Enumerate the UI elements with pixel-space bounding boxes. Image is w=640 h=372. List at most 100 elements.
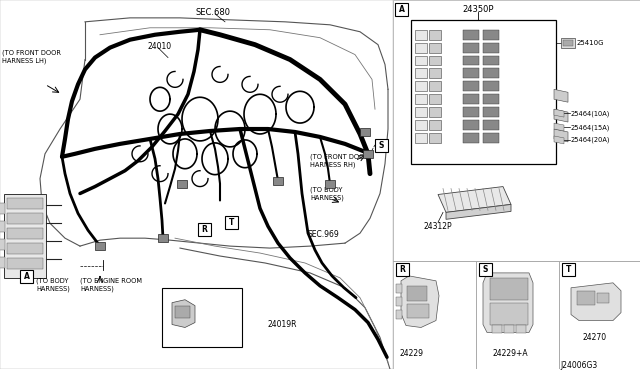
Bar xyxy=(7,228,43,239)
Polygon shape xyxy=(571,283,621,321)
Bar xyxy=(483,107,499,117)
Polygon shape xyxy=(554,136,564,144)
Bar xyxy=(20,270,33,283)
Text: A: A xyxy=(399,5,404,14)
Polygon shape xyxy=(554,89,568,102)
Polygon shape xyxy=(554,109,564,117)
Text: S: S xyxy=(379,141,384,150)
Bar xyxy=(415,30,427,40)
Polygon shape xyxy=(172,300,195,327)
Text: R: R xyxy=(399,265,405,274)
Text: 25410G: 25410G xyxy=(577,40,605,46)
Polygon shape xyxy=(483,273,533,333)
Bar xyxy=(415,68,427,78)
Polygon shape xyxy=(554,123,564,131)
Bar xyxy=(0,257,5,268)
Bar xyxy=(415,43,427,52)
Bar xyxy=(483,94,499,104)
Bar xyxy=(429,30,441,40)
Bar xyxy=(393,0,640,369)
Bar xyxy=(177,180,187,187)
Text: 25464(10A): 25464(10A) xyxy=(571,110,611,117)
Bar xyxy=(7,214,43,224)
Bar xyxy=(396,310,402,318)
Bar xyxy=(7,258,43,269)
Text: (TO BODY
HARNESS): (TO BODY HARNESS) xyxy=(310,187,344,201)
Bar xyxy=(415,120,427,130)
Bar xyxy=(563,40,573,46)
Bar xyxy=(490,278,528,300)
Text: 25464(15A): 25464(15A) xyxy=(571,124,611,131)
Bar xyxy=(429,55,441,65)
Bar xyxy=(463,107,479,117)
Bar xyxy=(158,234,168,242)
Polygon shape xyxy=(554,109,568,122)
Bar xyxy=(492,326,502,333)
Text: 24019R: 24019R xyxy=(268,320,298,328)
Bar xyxy=(375,139,388,152)
Text: 24010: 24010 xyxy=(148,42,172,51)
Bar xyxy=(561,38,575,48)
Bar xyxy=(0,239,5,250)
Bar xyxy=(325,180,335,187)
Bar xyxy=(407,286,427,301)
Polygon shape xyxy=(438,187,511,212)
Bar xyxy=(0,221,5,232)
Bar xyxy=(415,81,427,91)
Bar xyxy=(577,291,595,305)
Bar xyxy=(415,133,427,143)
Text: 24229+A: 24229+A xyxy=(492,349,528,358)
Bar xyxy=(516,326,526,333)
Text: FOR US,CA: FOR US,CA xyxy=(175,293,216,302)
Bar xyxy=(483,120,499,130)
Bar xyxy=(463,94,479,104)
Bar xyxy=(396,263,409,276)
Bar xyxy=(162,288,242,347)
Text: A: A xyxy=(24,272,29,281)
Polygon shape xyxy=(554,129,568,142)
Bar xyxy=(463,43,479,52)
Bar xyxy=(463,81,479,91)
Text: 24229: 24229 xyxy=(399,349,423,358)
Text: T: T xyxy=(566,265,571,274)
Bar xyxy=(395,3,408,16)
Text: (TO FRONT DOOR
HARNESS LH): (TO FRONT DOOR HARNESS LH) xyxy=(2,49,61,64)
Bar xyxy=(0,0,393,369)
Bar xyxy=(360,128,370,136)
Bar xyxy=(429,120,441,130)
Text: S: S xyxy=(483,265,488,274)
Bar xyxy=(415,107,427,117)
Bar xyxy=(483,43,499,52)
Bar xyxy=(429,107,441,117)
Text: (TO FRONT DOOR
HARNESS RH): (TO FRONT DOOR HARNESS RH) xyxy=(310,154,369,168)
Bar xyxy=(490,303,528,324)
Text: 24350P: 24350P xyxy=(462,5,493,14)
Bar xyxy=(463,133,479,143)
Text: SEC.680: SEC.680 xyxy=(195,8,230,17)
Text: 25464(20A): 25464(20A) xyxy=(571,137,611,144)
Text: (TO BODY
HARNESS): (TO BODY HARNESS) xyxy=(36,278,70,292)
Bar xyxy=(463,55,479,65)
Text: (TO ENGINE ROOM
HARNESS): (TO ENGINE ROOM HARNESS) xyxy=(80,278,142,292)
Bar xyxy=(504,326,514,333)
Bar xyxy=(396,284,402,293)
Bar xyxy=(396,297,402,306)
Bar xyxy=(483,81,499,91)
Polygon shape xyxy=(446,205,511,219)
Text: 24312P: 24312P xyxy=(423,222,452,231)
Bar xyxy=(225,217,238,229)
Bar xyxy=(429,43,441,52)
Text: R: R xyxy=(202,225,207,234)
Bar xyxy=(429,94,441,104)
Bar xyxy=(7,199,43,209)
Bar xyxy=(363,150,373,158)
Text: J24006G3: J24006G3 xyxy=(561,361,598,370)
Text: T: T xyxy=(229,218,234,227)
Bar xyxy=(463,68,479,78)
Bar xyxy=(95,242,105,250)
Bar xyxy=(407,304,429,318)
Text: 24167P: 24167P xyxy=(172,337,201,346)
Bar xyxy=(429,68,441,78)
Bar xyxy=(0,203,5,214)
Bar xyxy=(483,55,499,65)
